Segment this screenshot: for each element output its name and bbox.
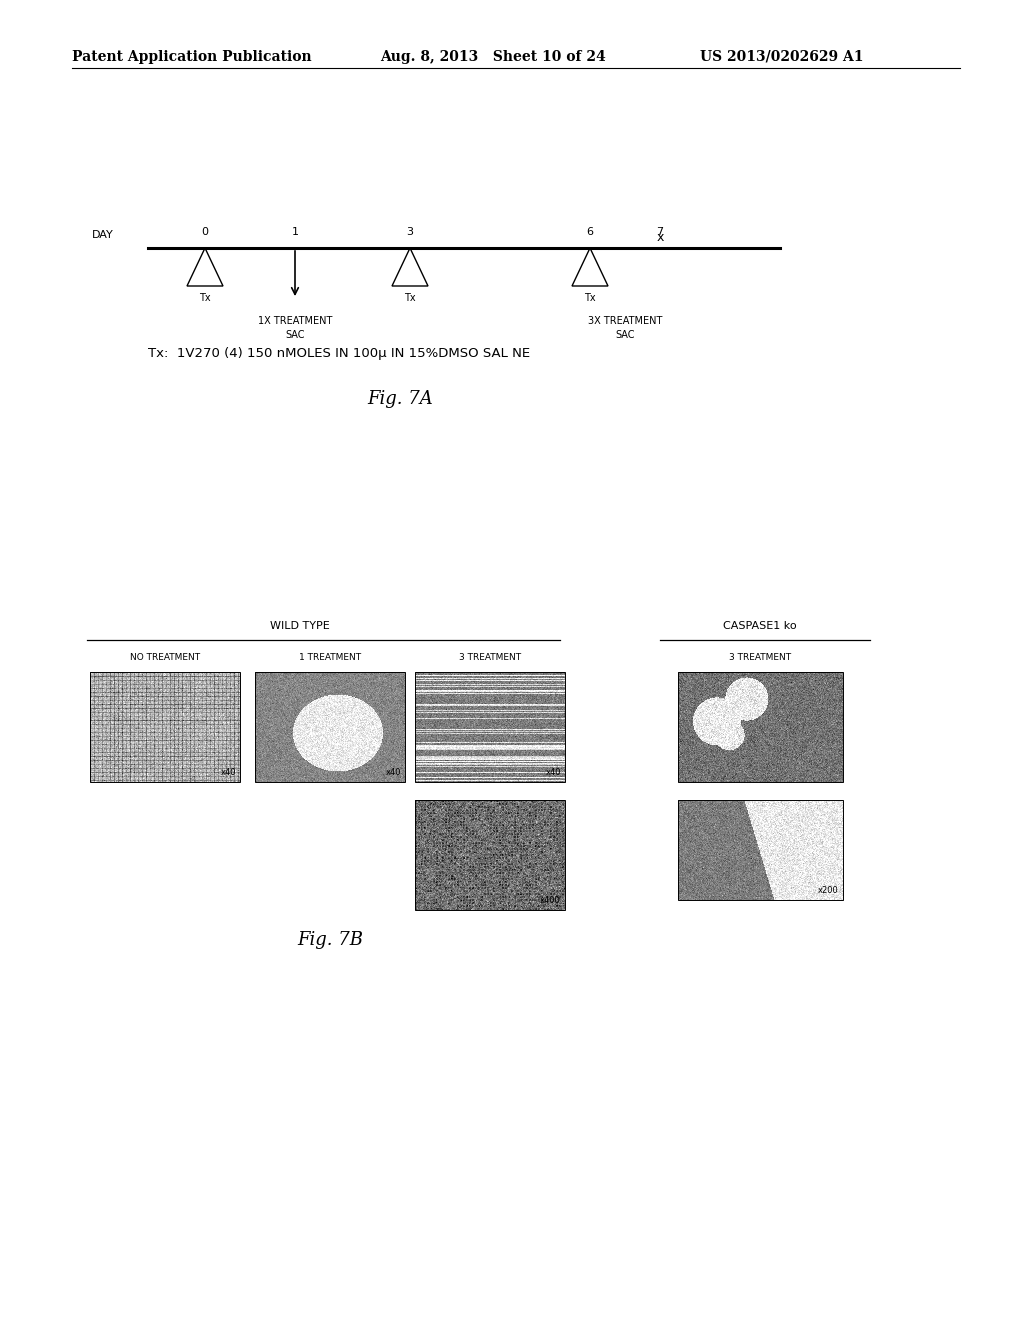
- Text: Tx: Tx: [200, 293, 211, 304]
- Bar: [415, 800, 565, 909]
- Text: x: x: [656, 231, 664, 244]
- Text: 0: 0: [202, 227, 209, 238]
- Text: Fig. 7B: Fig. 7B: [297, 931, 362, 949]
- Bar: [678, 800, 843, 900]
- Text: x200: x200: [818, 886, 839, 895]
- Text: x40: x40: [546, 768, 561, 777]
- Text: 6: 6: [587, 227, 594, 238]
- Text: SAC: SAC: [286, 330, 305, 341]
- Text: 1 TREATMENT: 1 TREATMENT: [299, 653, 361, 663]
- Text: x400: x400: [541, 896, 561, 906]
- Bar: [255, 672, 406, 781]
- Text: Aug. 8, 2013   Sheet 10 of 24: Aug. 8, 2013 Sheet 10 of 24: [380, 50, 606, 63]
- Text: SAC: SAC: [615, 330, 635, 341]
- Text: x40: x40: [220, 768, 236, 777]
- Text: Patent Application Publication: Patent Application Publication: [72, 50, 311, 63]
- Text: Tx:  1V270 (4) 150 nMOLES IN 100μ IN 15%DMSO SAL NE: Tx: 1V270 (4) 150 nMOLES IN 100μ IN 15%D…: [148, 347, 530, 360]
- Bar: [415, 672, 565, 781]
- Text: 3: 3: [407, 227, 414, 238]
- Text: 1: 1: [292, 227, 299, 238]
- Text: 1X TREATMENT: 1X TREATMENT: [258, 315, 332, 326]
- Text: DAY: DAY: [92, 230, 114, 240]
- Text: 7: 7: [656, 227, 664, 238]
- Text: US 2013/0202629 A1: US 2013/0202629 A1: [700, 50, 863, 63]
- Text: CASPASE1 ko: CASPASE1 ko: [723, 620, 797, 631]
- Text: WILD TYPE: WILD TYPE: [270, 620, 330, 631]
- Bar: [90, 672, 240, 781]
- Text: NO TREATMENT: NO TREATMENT: [130, 653, 200, 663]
- Text: x40: x40: [385, 768, 401, 777]
- Text: 3X TREATMENT: 3X TREATMENT: [588, 315, 663, 326]
- Text: Tx: Tx: [404, 293, 416, 304]
- Text: 3 TREATMENT: 3 TREATMENT: [459, 653, 521, 663]
- Text: 3 TREATMENT: 3 TREATMENT: [729, 653, 792, 663]
- Bar: [678, 672, 843, 781]
- Text: Tx: Tx: [584, 293, 596, 304]
- Text: Fig. 7A: Fig. 7A: [368, 389, 433, 408]
